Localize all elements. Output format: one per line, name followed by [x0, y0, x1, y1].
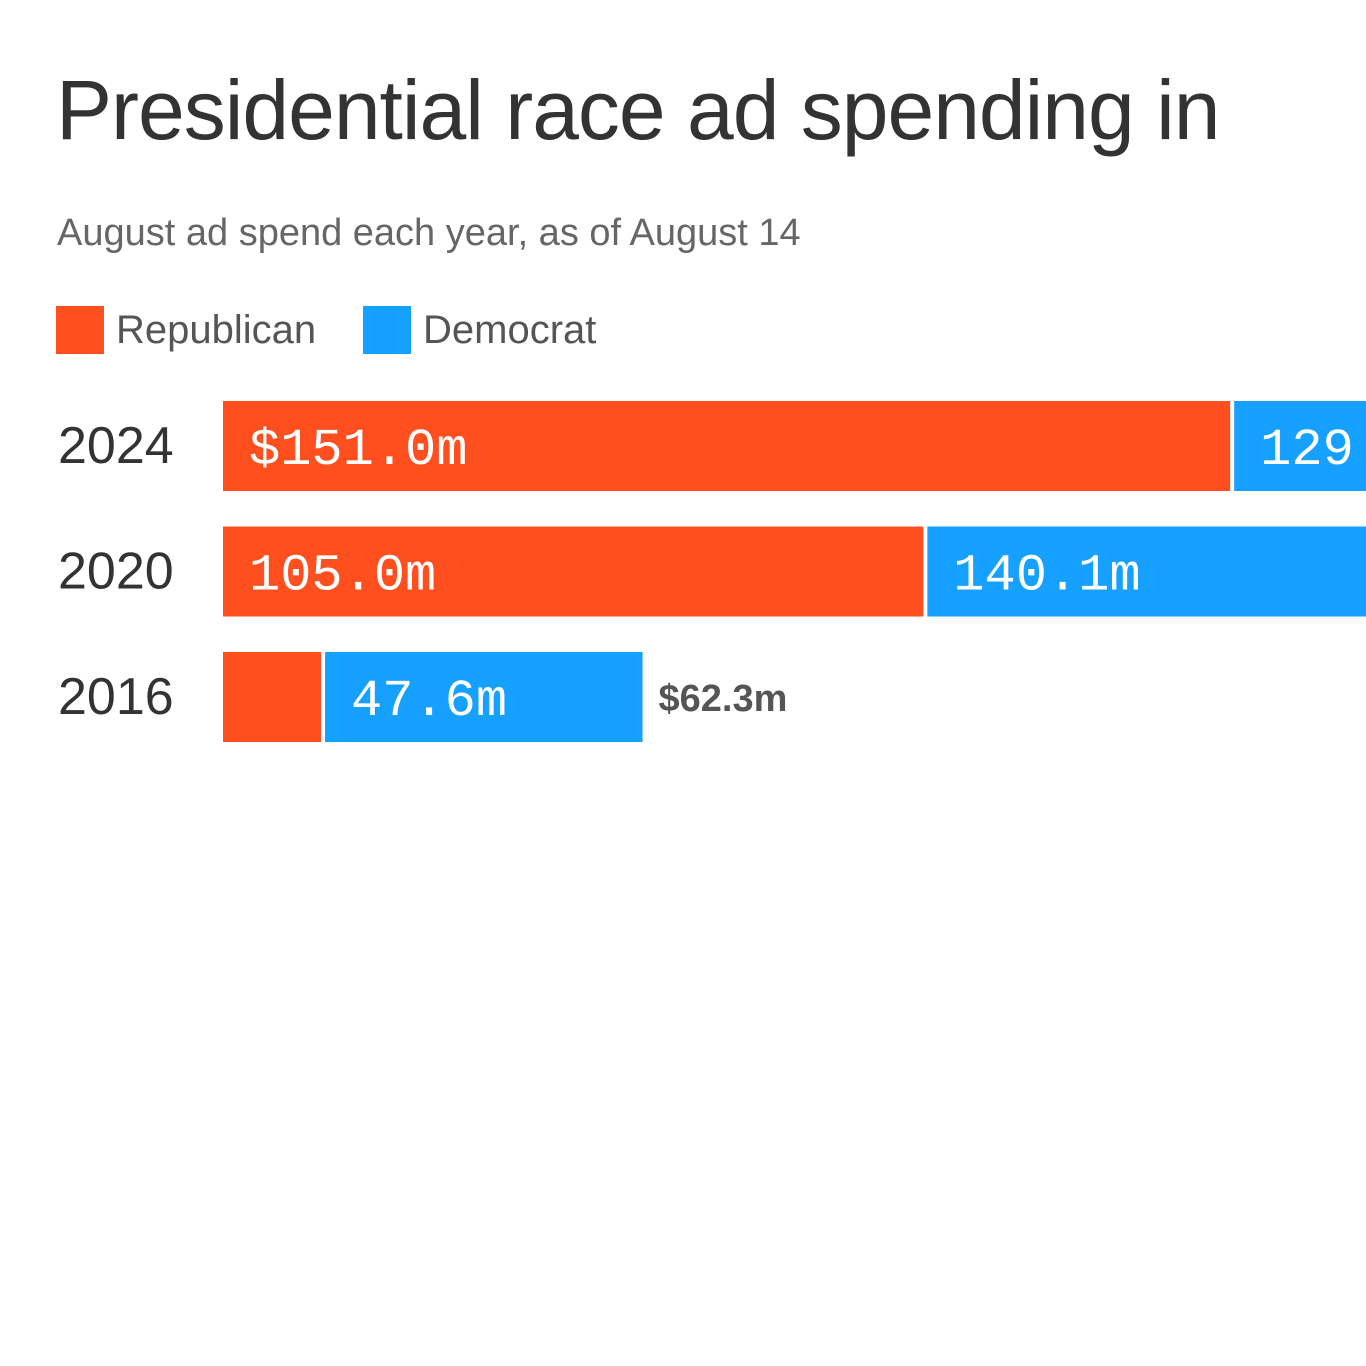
- data-label: 105.0m: [249, 547, 436, 606]
- legend-swatch-democrat: [363, 306, 411, 354]
- bar-republican: [223, 652, 322, 742]
- category-label: 2024: [58, 417, 174, 475]
- legend-item-democrat: Democrat: [363, 306, 596, 354]
- bar-democrat: [1234, 401, 1366, 491]
- legend-label: Democrat: [423, 307, 597, 352]
- bar-democrat: [325, 652, 643, 742]
- data-label: 129: [1260, 421, 1354, 480]
- category-label: 2020: [58, 543, 174, 601]
- legend-swatch-republican: [56, 306, 104, 354]
- data-label: 47.6m: [351, 672, 507, 731]
- data-label: 140.1m: [953, 547, 1140, 606]
- bar-republican: [223, 526, 924, 617]
- chart-title: Presidential race ad spending in: [56, 63, 1220, 157]
- bar-republican: [223, 401, 1231, 491]
- legend-label: Republican: [116, 307, 317, 352]
- total-label: $62.3m: [659, 678, 788, 720]
- chart-subtitle: August ad spend each year, as of August …: [57, 212, 801, 254]
- data-label: $151.0m: [249, 421, 467, 480]
- category-label: 2016: [58, 668, 174, 726]
- bar-democrat: [927, 526, 1366, 617]
- legend-item-republican: Republican: [56, 306, 316, 354]
